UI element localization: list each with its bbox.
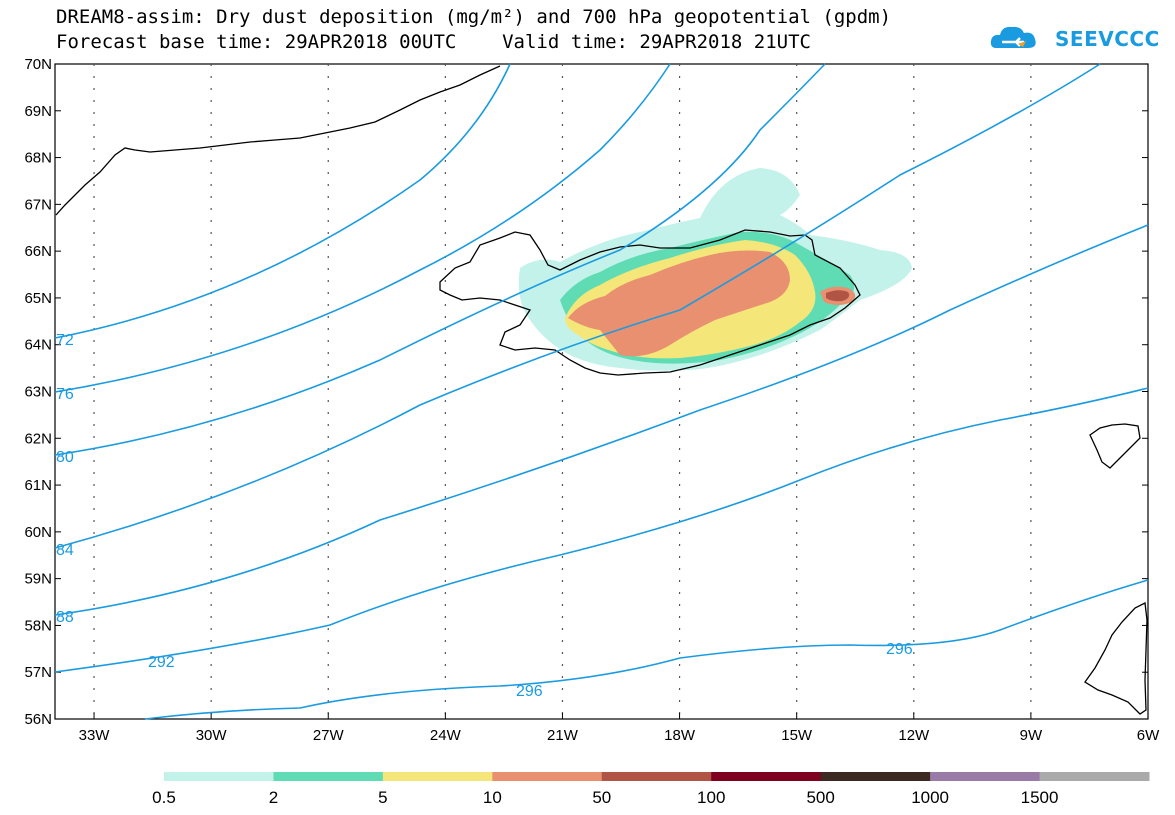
- lat-tick-label: 58N: [24, 617, 52, 634]
- contour-label: 80: [56, 449, 74, 466]
- legend-swatch: [492, 772, 603, 781]
- lon-tick-label: 18W: [664, 727, 696, 744]
- lat-tick-label: 56N: [24, 711, 52, 728]
- legend-swatch: [382, 772, 493, 781]
- legend-swatch: [273, 772, 384, 781]
- lat-tick-label: 64N: [24, 337, 52, 354]
- contour-label: 72: [56, 332, 74, 349]
- legend-label: 2: [269, 788, 278, 807]
- contour-line-292: [54, 387, 1149, 673]
- gridlines: [55, 63, 1149, 720]
- contour-line-296a: [144, 579, 1149, 720]
- contour-labels: 72 76 80 84 88 292 296 296: [56, 332, 913, 700]
- contour-label: 292: [148, 654, 175, 671]
- contour-line-76: [54, 63, 671, 393]
- contour-label: 296: [516, 683, 543, 700]
- legend-label: 1500: [1021, 788, 1059, 807]
- lat-tick-label: 59N: [24, 571, 52, 588]
- legend-label: 10: [483, 788, 502, 807]
- legend-swatch: [711, 772, 822, 781]
- lat-tick-label: 63N: [24, 384, 52, 401]
- coastline-scotland: [1084, 602, 1148, 715]
- chart-subtitle: Forecast base time: 29APR2018 00UTC Vali…: [56, 31, 811, 53]
- lat-tick-label: 69N: [24, 103, 52, 120]
- coastline-iceland: [439, 229, 861, 376]
- lat-tick-label: 68N: [24, 150, 52, 167]
- dust-zone-50: [826, 290, 850, 302]
- coastline-greenland: [55, 65, 501, 216]
- legend-label: 500: [806, 788, 834, 807]
- lat-tick-label: 61N: [24, 477, 52, 494]
- coastlines: [55, 65, 1148, 715]
- legend-labels: 0.5 2 5 10 50 100 500 1000 1500: [152, 788, 1058, 807]
- lon-tick-label: 24W: [430, 727, 462, 744]
- legend-label: 50: [592, 788, 611, 807]
- map-frame: [54, 63, 1149, 720]
- lat-tick-label: 66N: [24, 243, 52, 260]
- lat-axis-labels: 70N 69N 68N 67N 66N 65N 64N 63N 62N 61N 60N 59N 58N 5…: [24, 56, 52, 728]
- lon-tick-label: 33W: [79, 727, 111, 744]
- lon-tick-label: 15W: [781, 727, 813, 744]
- color-legend: [164, 772, 1150, 781]
- contour-line-80: [54, 63, 826, 456]
- contour-line-88: [54, 224, 1149, 616]
- contour-line-72: [54, 63, 511, 339]
- lat-tick-label: 65N: [24, 290, 52, 307]
- legend-swatch: [930, 772, 1041, 781]
- legend-label: 100: [697, 788, 725, 807]
- lat-tick-label: 57N: [24, 664, 52, 681]
- lon-tick-label: 12W: [898, 727, 930, 744]
- chart-title: DREAM8-assim: Dry dust deposition (mg/m²…: [56, 6, 892, 28]
- legend-swatch: [164, 772, 274, 781]
- lat-tick-label: 62N: [24, 430, 52, 447]
- lon-tick-label: 6W: [1137, 727, 1160, 744]
- lon-tick-label: 30W: [196, 727, 228, 744]
- lat-tick-label: 70N: [24, 56, 52, 73]
- contour-label: 296: [886, 641, 913, 658]
- legend-swatch: [601, 772, 712, 781]
- lon-tick-label: 9W: [1020, 727, 1043, 744]
- cloud-icon: [990, 26, 1036, 48]
- dust-shading: [518, 168, 912, 371]
- contour-label: 84: [56, 542, 74, 559]
- lon-axis-labels: 33W 30W 27W 24W 21W 18W 15W 12W 9W 6W: [79, 727, 1160, 744]
- geopotential-contours: [54, 63, 1149, 720]
- lat-tick-label: 67N: [24, 196, 52, 213]
- coastline-faroe: [1089, 423, 1141, 469]
- legend-swatch: [820, 772, 931, 781]
- legend-label: 1000: [911, 788, 949, 807]
- contour-label: 76: [56, 386, 74, 403]
- contour-line-84: [54, 63, 1101, 549]
- legend-label: 5: [378, 788, 387, 807]
- legend-swatch: [1039, 772, 1150, 781]
- lon-tick-label: 21W: [547, 727, 579, 744]
- logo-text: SEEVCCC: [1055, 27, 1160, 51]
- contour-label: 88: [56, 609, 74, 626]
- legend-label: 0.5: [152, 788, 176, 807]
- lon-tick-label: 27W: [313, 727, 345, 744]
- lat-tick-label: 60N: [24, 524, 52, 541]
